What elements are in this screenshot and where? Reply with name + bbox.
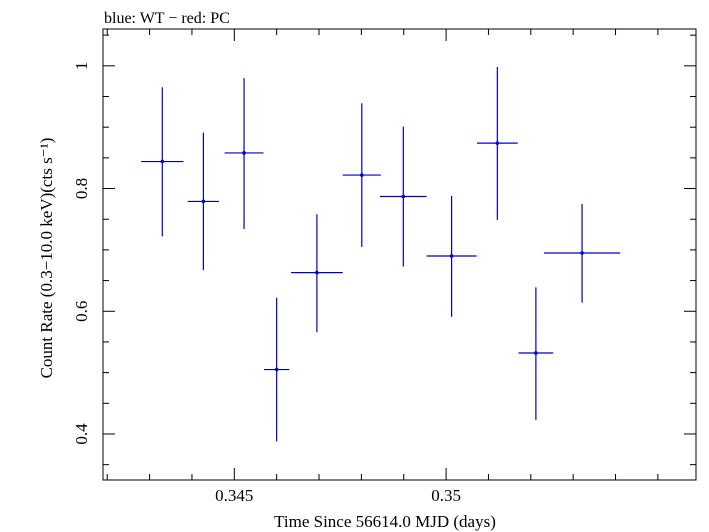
data-point bbox=[580, 251, 584, 255]
data-point bbox=[534, 351, 538, 355]
data-point bbox=[274, 367, 279, 372]
x-axis-title: Time Since 56614.0 MJD (days) bbox=[274, 512, 496, 531]
data-point bbox=[401, 194, 406, 199]
data-point bbox=[360, 173, 364, 177]
data-point bbox=[242, 151, 246, 155]
y-tick-label: 1 bbox=[72, 62, 91, 71]
x-tick-label: 0.35 bbox=[431, 486, 461, 505]
data-point bbox=[160, 159, 165, 164]
axis-tick-labels: 0.345 0.35 0.4 0.6 0.8 1 bbox=[72, 62, 461, 505]
y-tick-label: 0.8 bbox=[72, 178, 91, 199]
x-tick-label: 0.345 bbox=[215, 486, 253, 505]
y-tick-label: 0.6 bbox=[72, 301, 91, 322]
plot-frame bbox=[102, 28, 697, 481]
chart-title: blue: WT − red: PC bbox=[104, 10, 230, 27]
data-points bbox=[141, 67, 621, 442]
y-axis-title: Count Rate (0.3−10.0 keV)(cts s⁻¹) bbox=[37, 138, 56, 379]
data-point bbox=[495, 141, 500, 145]
y-tick-label: 0.4 bbox=[72, 423, 91, 445]
data-point bbox=[315, 270, 319, 275]
data-point bbox=[449, 254, 454, 258]
data-point bbox=[201, 199, 206, 204]
axis-ticks bbox=[103, 29, 696, 480]
